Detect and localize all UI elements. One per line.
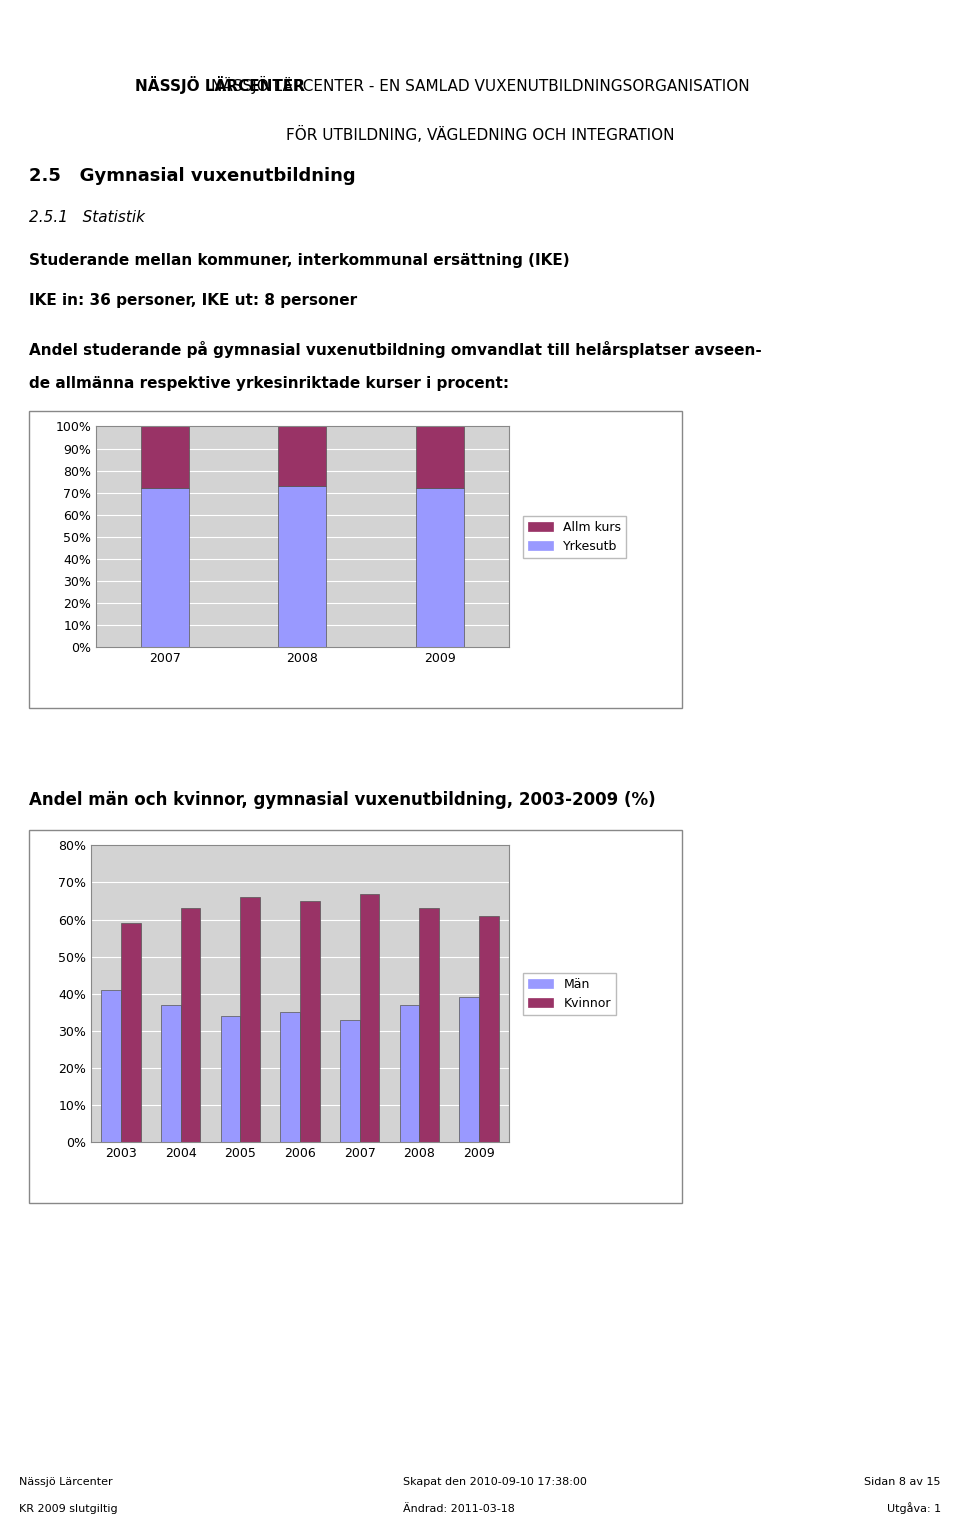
Bar: [399, 1005, 420, 1142]
Text: KR 2009 slutgiltig: KR 2009 slutgiltig: [19, 1503, 118, 1514]
Text: NÄSSJÖ LÄRCENTER: NÄSSJÖ LÄRCENTER: [134, 76, 304, 94]
Bar: [141, 489, 189, 647]
Bar: [278, 486, 326, 647]
Bar: [360, 894, 379, 1142]
Text: Ändrad: 2011-03-18: Ändrad: 2011-03-18: [403, 1503, 516, 1514]
Text: 2.5   Gymnasial vuxenutbildning: 2.5 Gymnasial vuxenutbildning: [29, 168, 355, 186]
Bar: [300, 902, 320, 1142]
Bar: [278, 426, 326, 486]
Bar: [221, 1016, 240, 1142]
Text: FÖR UTBILDNING, VÄGLEDNING OCH INTEGRATION: FÖR UTBILDNING, VÄGLEDNING OCH INTEGRATI…: [286, 125, 674, 143]
Text: Andel studerande på gymnasial vuxenutbildning omvandlat till helårsplatser avsee: Andel studerande på gymnasial vuxenutbil…: [29, 341, 761, 358]
Text: IKE in: 36 personer, IKE ut: 8 personer: IKE in: 36 personer, IKE ut: 8 personer: [29, 292, 357, 308]
Bar: [102, 990, 121, 1142]
Bar: [121, 923, 141, 1142]
Bar: [280, 1013, 300, 1142]
Bar: [161, 1005, 180, 1142]
Text: 2.5.1   Statistik: 2.5.1 Statistik: [29, 210, 145, 225]
Text: Skapat den 2010-09-10 17:38:00: Skapat den 2010-09-10 17:38:00: [403, 1477, 588, 1488]
Text: Sidan 8 av 15: Sidan 8 av 15: [864, 1477, 941, 1488]
Bar: [420, 908, 439, 1142]
Text: Utgåva: 1: Utgåva: 1: [887, 1503, 941, 1514]
Text: Nässjö Lärcenter: Nässjö Lärcenter: [19, 1477, 113, 1488]
Legend: Allm kurs, Yrkesutb: Allm kurs, Yrkesutb: [523, 516, 626, 557]
Bar: [416, 426, 464, 489]
Bar: [416, 489, 464, 647]
Text: de allmänna respektive yrkesinriktade kurser i procent:: de allmänna respektive yrkesinriktade ku…: [29, 376, 509, 391]
Bar: [141, 426, 189, 489]
Bar: [459, 998, 479, 1142]
Bar: [240, 897, 260, 1142]
Text: Andel män och kvinnor, gymnasial vuxenutbildning, 2003-2009 (%): Andel män och kvinnor, gymnasial vuxenut…: [29, 790, 656, 809]
Bar: [479, 915, 498, 1142]
Bar: [180, 908, 201, 1142]
Legend: Män, Kvinnor: Män, Kvinnor: [523, 973, 616, 1014]
Text: NÄSSJÖ LÄRCENTER - EN SAMLAD VUXENUTBILDNINGSORGANISATION: NÄSSJÖ LÄRCENTER - EN SAMLAD VUXENUTBILD…: [210, 76, 750, 94]
Bar: [340, 1020, 360, 1142]
Text: Studerande mellan kommuner, interkommunal ersättning (IKE): Studerande mellan kommuner, interkommuna…: [29, 253, 569, 268]
